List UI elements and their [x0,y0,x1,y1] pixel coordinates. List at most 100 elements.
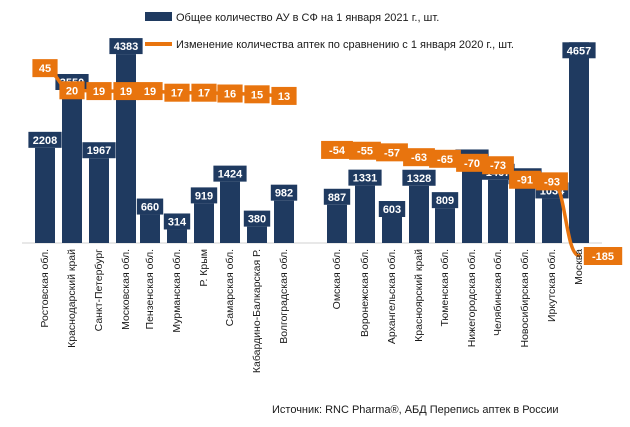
bar [62,89,82,244]
bar [382,217,402,243]
bar [327,204,347,243]
legend-label-bars: Общее количество АУ в СФ на 1 января 202… [176,12,439,24]
line-value-label: -57 [384,147,400,159]
line-value-label: 15 [251,89,263,101]
line-label-bg [509,170,541,189]
bar-label-bg [270,184,298,201]
x-tick-label: Челябинская обл. [492,249,504,336]
bar [569,42,589,244]
line-label-bg [456,153,488,172]
bar-value-label: 2208 [33,135,57,147]
line-series: 45 20 19 19 19 17 17 16 15 13 -54 -55 -57 -63 -65 -70 -7… [32,59,623,265]
line-value-label: -91 [517,175,533,187]
line-label-bg [403,148,435,167]
bar-value-label: 1424 [218,169,243,181]
line-label-bg [244,85,270,104]
line-label-bg [86,82,112,101]
bar [274,200,294,243]
bar [435,208,455,243]
bar [247,226,267,243]
line-value-label: 19 [120,86,132,98]
line-value-label: 19 [144,86,156,98]
bar-label-bg [378,201,406,218]
line-label-bg [137,82,163,101]
line-label-bg [59,81,85,100]
legend-swatch-bars [145,12,172,21]
x-tick-label: Р. Крым [198,249,210,287]
line-label-bg [164,83,190,102]
line-label-bg [583,247,623,265]
line-label-bg [429,149,461,168]
bar [194,203,214,243]
bar [409,185,429,243]
bar-label-bg [28,131,62,148]
bar [542,198,562,243]
bar [35,147,55,243]
bar-value-label: 1331 [353,173,377,185]
bar-label-bg [562,42,596,59]
line-label-bg [113,82,139,101]
x-tick-label: Мурманская обл. [171,249,183,333]
line-label-bg [32,59,58,78]
line-value-label: -73 [490,160,506,172]
line-value-label: -93 [544,176,560,188]
x-tick-label: Краснодарский край [66,249,78,348]
x-tick-label: Тюменская обл. [439,249,451,327]
x-tick-label: Иркутская обл. [546,249,558,322]
bar-value-label: 660 [141,202,159,214]
bar-label-bg [213,165,247,182]
line-label-bg [271,86,297,105]
x-axis-labels: Ростовская обл. Краснодарский край Санкт-П… [39,249,585,373]
bar [140,214,160,243]
bar-value-label: 603 [383,204,401,216]
bar-value-label: 314 [168,216,187,228]
x-tick-label: Новосибирская обл. [519,249,531,348]
bar [462,165,482,243]
bar [515,184,535,243]
line-value-label: 13 [278,91,290,103]
bar-label-bg [323,188,351,205]
x-tick-label: Архангельская обл. [386,249,398,344]
line-label-bg [217,84,243,103]
bar [220,181,240,243]
bar-value-label: 919 [195,190,213,202]
x-tick-label: Санкт-Петербург [93,249,105,332]
bar-value-label: 4657 [567,45,591,57]
legend-label-line: Изменение количества аптек по сравнению … [176,39,514,51]
bar [89,158,109,243]
x-tick-label: Омская обл. [331,249,343,309]
line-segment [43,68,286,98]
line-value-label: 16 [224,89,236,101]
bar-label-bg [431,192,459,209]
x-tick-label: Волгоградская обл. [278,249,290,344]
bar [488,179,508,243]
bar-value-label: 982 [275,188,293,200]
line-label-bg [321,140,353,159]
x-tick-label: Самарская обл. [224,249,236,326]
source-note: Источник: RNC Pharma®, АБД Перепись апте… [272,404,559,416]
bar-value-label: 887 [328,192,346,204]
line-value-label: -63 [411,152,427,164]
bars: 2208355019674383660314919142438098288713… [28,38,596,244]
bar [355,185,375,243]
line-label-bg [376,143,408,162]
x-tick-label: Пензенская обл. [144,249,156,329]
bar-label-bg [136,198,164,215]
x-tick-label: Воронежская обл. [359,249,371,337]
line-label-bg [191,83,217,102]
bar-label-bg [163,213,191,230]
x-tick-label: Ростовская обл. [39,249,51,328]
line-value-label: 17 [171,88,183,100]
bar-label-bg [190,187,218,204]
x-tick-label: Московская обл. [120,249,132,330]
line-value-label: -185 [592,251,614,263]
bar-label-bg [82,142,116,159]
bar [167,229,187,243]
bar-label-bg [109,38,143,55]
line-value-label: -55 [357,146,373,158]
line-value-label: 20 [66,85,78,97]
x-tick-label: Москва [573,249,585,285]
line-value-label: -54 [329,145,346,157]
x-tick-label: Нижегородская обл. [466,249,478,347]
